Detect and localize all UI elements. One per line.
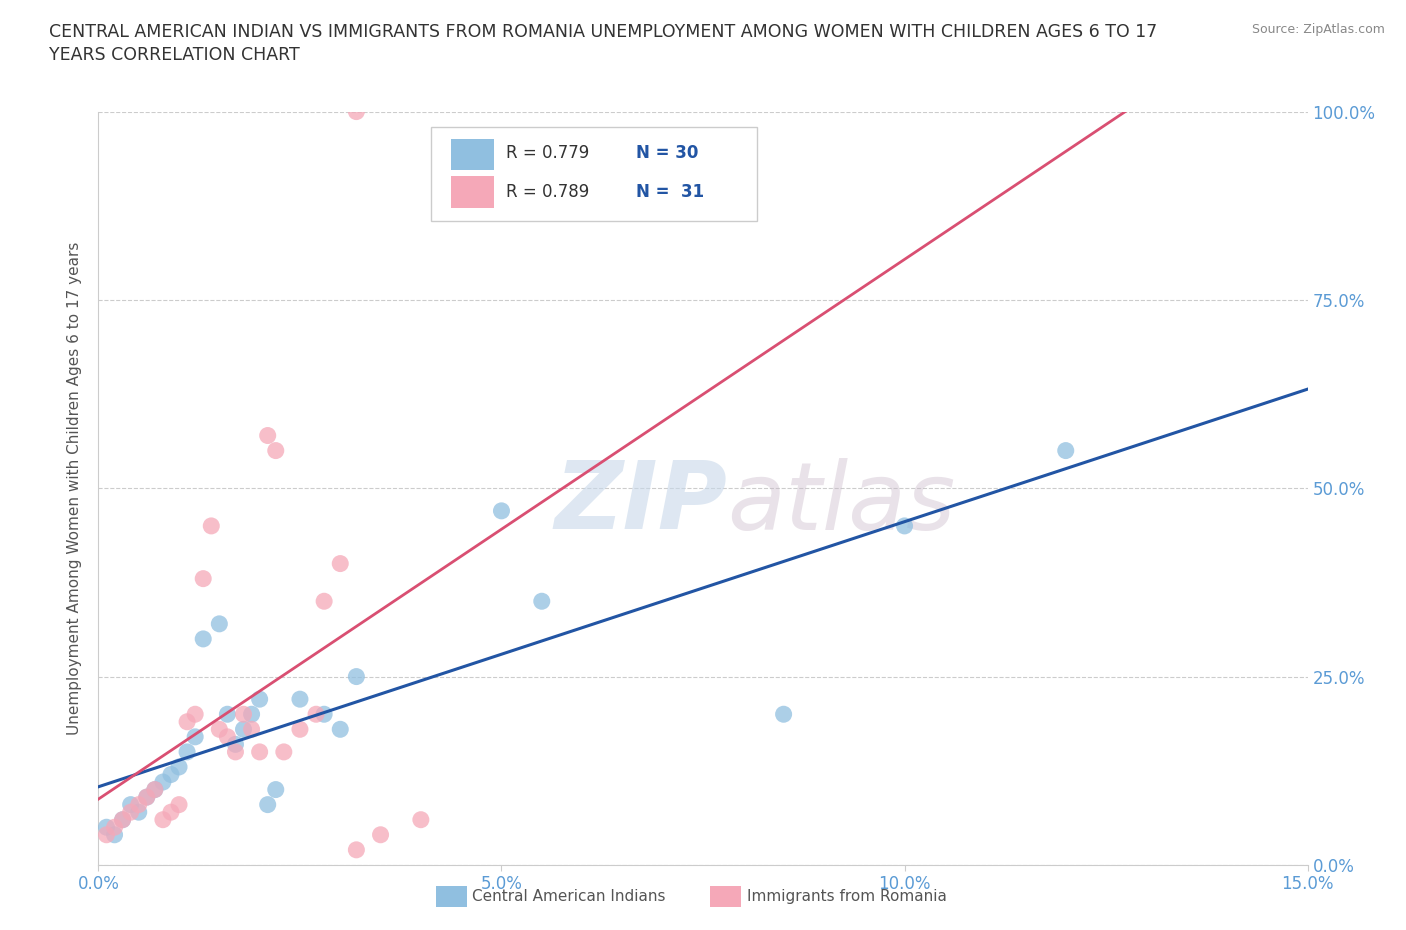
Point [314, 594, 336, 609]
Point [111, 812, 134, 827]
Point [128, 804, 150, 819]
Point [167, 797, 190, 812]
Point [160, 767, 183, 782]
Point [152, 812, 174, 827]
Point [232, 707, 254, 722]
Point [96, 828, 118, 843]
FancyBboxPatch shape [432, 126, 758, 220]
Point [329, 722, 352, 737]
Text: Immigrants from Romania: Immigrants from Romania [747, 889, 946, 904]
Point [143, 782, 166, 797]
Text: ZIP: ZIP [554, 458, 727, 550]
Point [193, 631, 215, 646]
Point [143, 782, 166, 797]
Point [1054, 444, 1077, 458]
Point [103, 828, 125, 843]
Text: N = 30: N = 30 [637, 144, 699, 162]
Point [224, 737, 246, 751]
Point [232, 722, 254, 737]
Text: N =  31: N = 31 [637, 183, 704, 201]
Point [305, 707, 328, 722]
Text: YEARS CORRELATION CHART: YEARS CORRELATION CHART [49, 46, 299, 64]
Point [249, 692, 271, 707]
Point [344, 104, 367, 119]
Text: R = 0.789: R = 0.789 [506, 183, 589, 201]
Point [370, 828, 392, 843]
Point [264, 444, 287, 458]
Point [135, 790, 157, 804]
Point [111, 812, 134, 827]
Point [152, 775, 174, 790]
Point [491, 503, 513, 518]
Text: CENTRAL AMERICAN INDIAN VS IMMIGRANTS FROM ROMANIA UNEMPLOYMENT AMONG WOMEN WITH: CENTRAL AMERICAN INDIAN VS IMMIGRANTS FR… [49, 23, 1157, 41]
Point [160, 804, 183, 819]
Point [530, 594, 553, 609]
Point [120, 804, 142, 819]
Point [344, 843, 367, 857]
Point [344, 670, 367, 684]
Point [240, 707, 263, 722]
Point [240, 722, 263, 737]
Point [200, 519, 222, 534]
Point [224, 745, 246, 760]
Point [193, 571, 215, 586]
Point [249, 745, 271, 760]
Point [184, 707, 207, 722]
Point [409, 812, 432, 827]
Point [128, 797, 150, 812]
Y-axis label: Unemployment Among Women with Children Ages 6 to 17 years: Unemployment Among Women with Children A… [67, 242, 83, 735]
Point [135, 790, 157, 804]
Point [208, 617, 231, 631]
Point [176, 714, 198, 729]
Text: Source: ZipAtlas.com: Source: ZipAtlas.com [1251, 23, 1385, 36]
Point [103, 820, 125, 835]
Point [167, 760, 190, 775]
Text: R = 0.779: R = 0.779 [506, 144, 589, 162]
Point [217, 729, 239, 744]
Bar [451, 177, 494, 208]
Point [329, 556, 352, 571]
Point [314, 707, 336, 722]
Point [893, 519, 915, 534]
Point [288, 692, 311, 707]
Point [264, 782, 287, 797]
Point [176, 745, 198, 760]
Bar [451, 139, 494, 170]
Point [273, 745, 295, 760]
Point [96, 820, 118, 835]
Text: atlas: atlas [727, 458, 956, 549]
Point [217, 707, 239, 722]
Point [256, 797, 278, 812]
Text: Central American Indians: Central American Indians [472, 889, 666, 904]
Point [288, 722, 311, 737]
Point [184, 729, 207, 744]
Point [208, 722, 231, 737]
Point [120, 797, 142, 812]
Point [772, 707, 794, 722]
Point [256, 428, 278, 443]
